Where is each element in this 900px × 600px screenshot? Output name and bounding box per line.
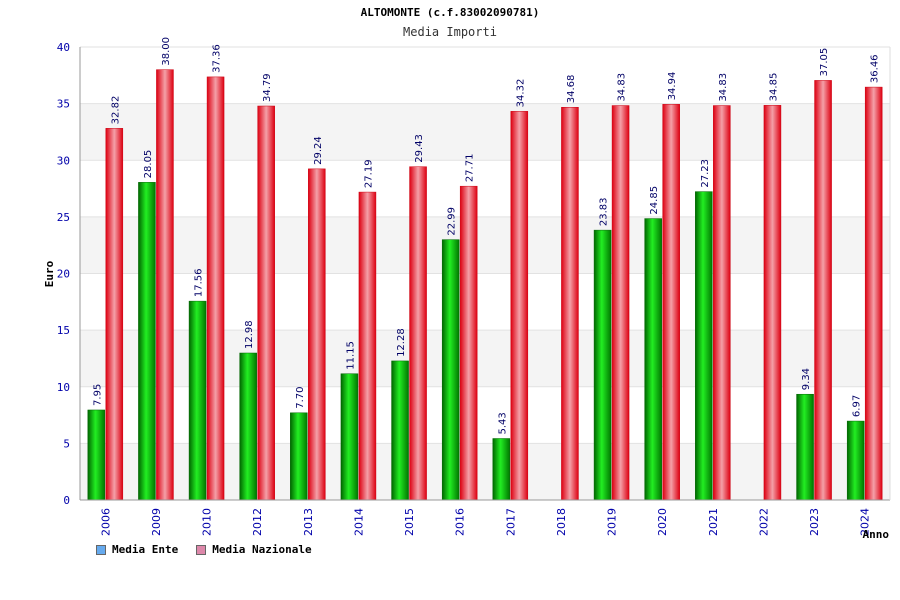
x-tick-label: 2018 — [555, 508, 568, 536]
legend-item-media-ente: Media Ente — [96, 543, 178, 556]
bar-media-nazionale — [308, 168, 326, 501]
data-label-media-ente: 22.99 — [447, 207, 458, 236]
bar-media-nazionale — [459, 185, 478, 501]
bar-media-ente — [796, 393, 814, 501]
data-label-media-nazionale: 37.36 — [212, 44, 223, 73]
x-tick-label: 2013 — [302, 508, 315, 536]
bar-media-ente — [593, 229, 612, 501]
legend-item-media-nazionale: Media Nazionale — [196, 543, 312, 556]
legend: Media Ente Media Nazionale — [96, 543, 312, 556]
x-tick-label: 2009 — [150, 508, 163, 536]
data-label-media-nazionale: 36.46 — [870, 54, 881, 83]
bar-media-nazionale — [864, 86, 883, 501]
y-tick-label: 35 — [57, 98, 70, 111]
x-tick-label: 2016 — [454, 508, 467, 536]
y-tick-label: 10 — [57, 381, 70, 394]
bar-media-nazionale — [409, 166, 427, 501]
data-label-media-nazionale: 34.79 — [262, 73, 273, 102]
data-label-media-nazionale: 27.19 — [363, 159, 374, 188]
y-tick-label: 25 — [57, 211, 70, 224]
x-tick-label: 2020 — [656, 508, 669, 536]
bar-media-nazionale — [257, 105, 275, 501]
data-label-media-ente: 7.95 — [92, 384, 103, 406]
data-label-media-nazionale: 37.05 — [819, 48, 830, 77]
bar-media-nazionale — [763, 105, 782, 501]
data-label-media-nazionale: 34.83 — [718, 73, 729, 102]
data-label-media-ente: 27.23 — [700, 159, 711, 188]
y-tick-label: 0 — [63, 494, 70, 507]
data-label-media-nazionale: 34.68 — [566, 75, 577, 104]
legend-swatch-media-nazionale — [196, 544, 207, 555]
bar-media-nazionale — [510, 111, 529, 501]
bar-media-nazionale — [814, 80, 832, 501]
y-axis-label: Euro — [43, 260, 56, 287]
bar-media-ente — [644, 218, 662, 501]
data-label-media-nazionale: 34.85 — [768, 73, 779, 102]
data-label-media-ente: 5.43 — [497, 412, 508, 434]
x-tick-label: 2010 — [201, 508, 214, 536]
data-label-media-nazionale: 34.94 — [667, 72, 678, 101]
bar-media-nazionale — [713, 105, 731, 501]
data-label-media-ente: 24.85 — [649, 186, 660, 215]
x-tick-label: 2023 — [808, 508, 821, 536]
data-label-media-nazionale: 34.32 — [515, 79, 526, 108]
x-tick-label: 2017 — [504, 508, 517, 536]
x-tick-label: 2022 — [757, 508, 770, 536]
data-label-media-ente: 23.83 — [599, 197, 610, 226]
legend-label-media-ente: Media Ente — [112, 543, 179, 556]
legend-label-media-nazionale: Media Nazionale — [212, 543, 312, 556]
x-tick-label: 2019 — [606, 508, 619, 536]
bar-media-ente — [138, 182, 156, 501]
y-tick-label: 5 — [63, 437, 70, 450]
data-label-media-nazionale: 32.82 — [110, 96, 121, 125]
y-tick-label: 20 — [57, 268, 70, 281]
bar-media-ente — [391, 360, 409, 501]
bar-media-nazionale — [206, 76, 225, 501]
bar-media-nazionale — [156, 69, 174, 501]
data-label-media-ente: 17.56 — [194, 268, 205, 297]
bar-media-ente — [846, 420, 865, 501]
data-label-media-ente: 9.34 — [801, 368, 812, 390]
chart-title: ALTOMONTE (c.f.83002090781) — [360, 6, 540, 19]
x-tick-label: 2021 — [707, 508, 720, 536]
bar-media-nazionale — [561, 106, 579, 501]
data-label-media-nazionale: 29.43 — [414, 134, 425, 163]
data-label-media-nazionale: 27.71 — [465, 154, 476, 183]
x-tick-label: 2024 — [859, 508, 872, 536]
bar-media-ente — [695, 191, 713, 501]
bar-media-nazionale — [105, 128, 124, 501]
data-label-media-nazionale: 29.24 — [313, 136, 324, 165]
bar-media-nazionale — [611, 105, 630, 501]
bar-media-ente — [239, 352, 257, 501]
legend-swatch-media-ente — [96, 544, 106, 555]
bar-media-ente — [340, 373, 359, 501]
y-tick-label: 30 — [57, 154, 70, 167]
bar-media-ente — [87, 409, 106, 501]
x-axis-label: Anno — [863, 528, 890, 541]
data-label-media-nazionale: 38.00 — [161, 37, 172, 66]
bar-media-nazionale — [358, 191, 377, 501]
x-tick-label: 2012 — [251, 508, 264, 536]
y-tick-label: 40 — [57, 41, 70, 54]
data-label-media-ente: 28.05 — [143, 150, 154, 179]
bar-media-ente — [492, 438, 511, 501]
x-tick-label: 2014 — [352, 508, 365, 536]
data-label-media-ente: 7.70 — [295, 387, 306, 409]
bar-media-ente — [441, 239, 460, 501]
data-label-media-ente: 11.15 — [345, 341, 356, 370]
x-tick-label: 2015 — [403, 508, 416, 536]
x-tick-label: 2006 — [99, 508, 112, 536]
bar-media-ente — [290, 412, 308, 501]
bar-media-ente — [188, 300, 207, 501]
data-label-media-ente: 6.97 — [852, 395, 863, 417]
data-label-media-ente: 12.28 — [396, 328, 407, 357]
y-tick-label: 15 — [57, 324, 70, 337]
data-label-media-ente: 12.98 — [244, 320, 255, 349]
chart-subtitle: Media Importi — [403, 25, 497, 39]
data-label-media-nazionale: 34.83 — [617, 73, 628, 102]
bar-media-nazionale — [662, 104, 680, 501]
